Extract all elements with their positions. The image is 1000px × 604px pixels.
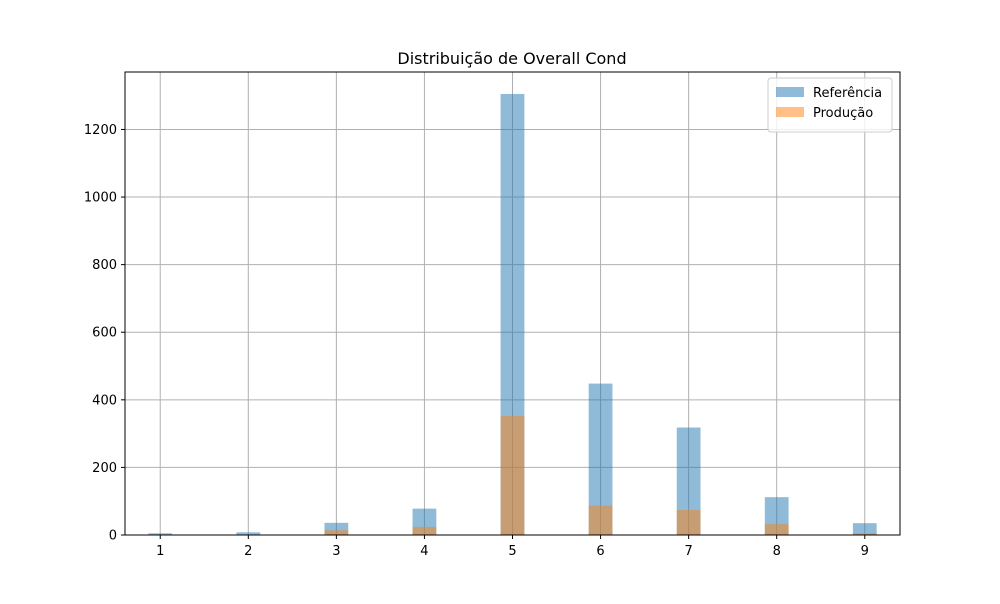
y-tick-label: 0 bbox=[109, 529, 117, 544]
bar-producao-3 bbox=[324, 530, 349, 535]
x-tick-label: 2 bbox=[244, 544, 252, 559]
x-tick-label: 9 bbox=[861, 544, 869, 559]
x-tick-label: 7 bbox=[684, 544, 692, 559]
bar-referencia-2 bbox=[236, 532, 261, 535]
bar-referencia-7 bbox=[676, 427, 701, 535]
bar-referencia-1 bbox=[148, 533, 173, 535]
y-tick-label: 800 bbox=[92, 258, 117, 273]
x-tick-label: 6 bbox=[596, 544, 604, 559]
bar-producao-4 bbox=[412, 526, 437, 535]
axes-layer: 1 2 3 4 5 6 7 8 9 0 200 400 600 800 1000 1200 bbox=[84, 123, 869, 559]
bar-producao-8 bbox=[764, 524, 789, 535]
y-tick-label: 1200 bbox=[84, 123, 117, 138]
legend-label: Referência bbox=[813, 86, 882, 101]
y-tick-label: 400 bbox=[92, 393, 117, 408]
x-tick-label: 5 bbox=[508, 544, 516, 559]
y-tick-label: 200 bbox=[92, 461, 117, 476]
bar-referencia-9 bbox=[852, 523, 877, 535]
bars-layer bbox=[148, 93, 877, 535]
legend-swatch bbox=[776, 107, 804, 117]
x-tick-label: 4 bbox=[420, 544, 428, 559]
x-tick-label: 8 bbox=[773, 544, 781, 559]
bar-producao-6 bbox=[588, 505, 613, 535]
legend-label: Produção bbox=[813, 106, 873, 121]
legend: Referência Produção bbox=[767, 77, 893, 133]
x-tick-label: 3 bbox=[332, 544, 340, 559]
legend-swatch bbox=[776, 87, 804, 97]
bar-referencia-6 bbox=[588, 383, 613, 535]
bar-producao-9 bbox=[852, 533, 877, 535]
bar-producao-5 bbox=[500, 416, 525, 535]
x-tick-label: 1 bbox=[156, 544, 164, 559]
bar-producao-7 bbox=[676, 509, 701, 535]
y-tick-label: 600 bbox=[92, 326, 117, 341]
chart-title: Distribuição de Overall Cond bbox=[397, 49, 626, 68]
y-tick-label: 1000 bbox=[84, 191, 117, 206]
